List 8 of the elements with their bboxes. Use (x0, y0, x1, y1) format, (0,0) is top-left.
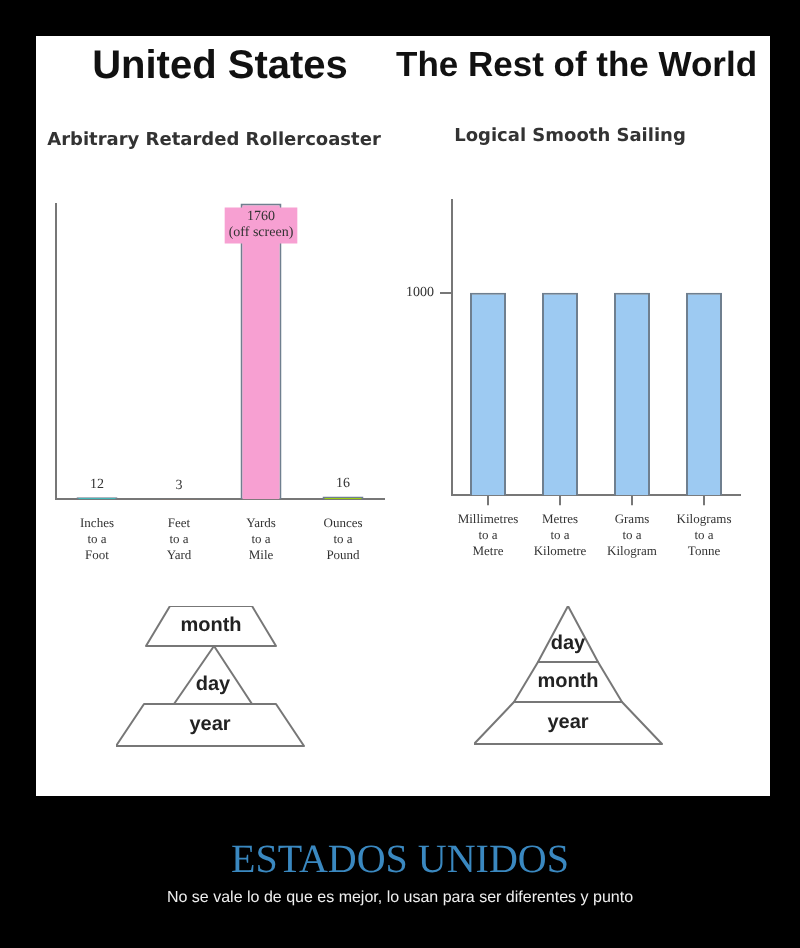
chart-subtitle: Arbitrary Retarded Rollercoaster (47, 131, 382, 152)
pyramid-diagram: day month year (474, 606, 664, 746)
text: ESTADOS UNIDOS (229, 836, 571, 884)
chart-title: United States (92, 44, 348, 88)
text: No se vale lo de que es mejor, lo usan para ser diferentes y punto (164, 888, 636, 906)
chart-title: The Rest of the World (396, 44, 758, 86)
pyramid-diagram: month day year (116, 606, 306, 748)
chart-subtitle: Logical Smooth Sailing (454, 127, 686, 148)
